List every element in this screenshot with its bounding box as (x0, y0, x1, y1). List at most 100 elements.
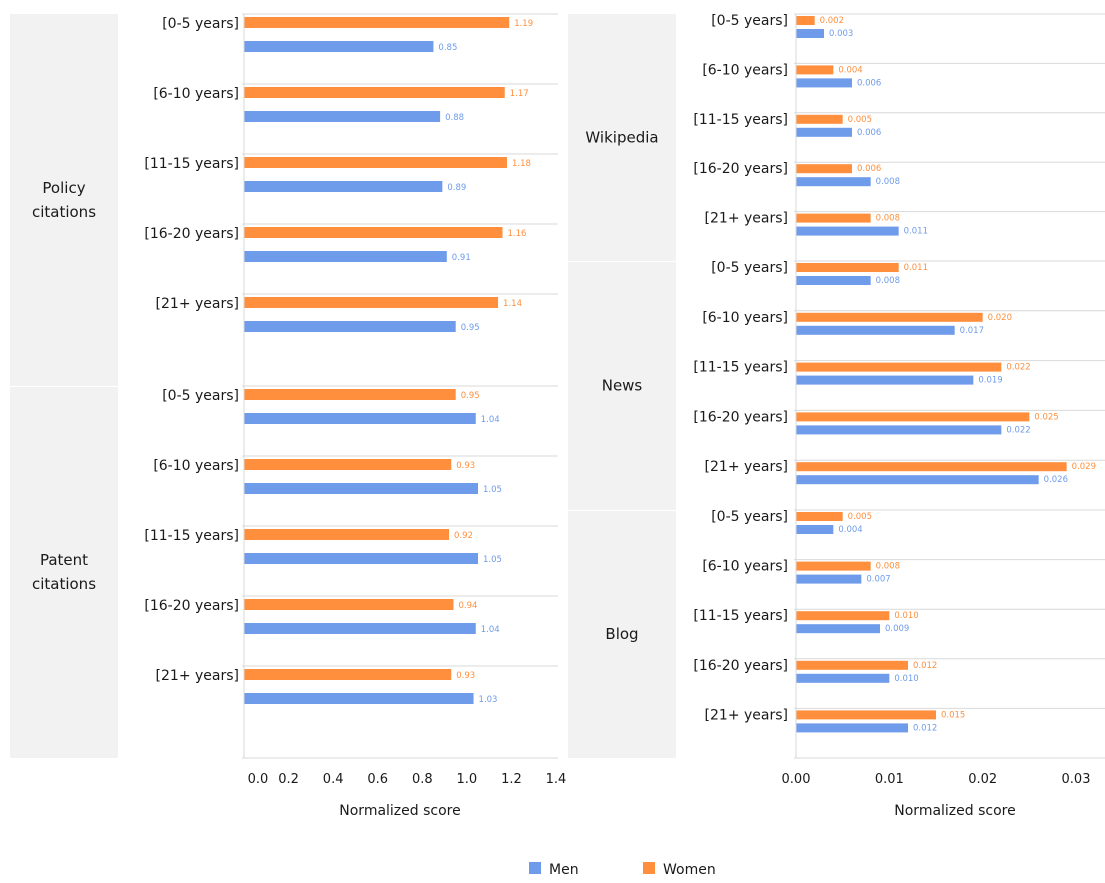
group-panel-wikipedia (568, 14, 676, 261)
value-label-women-news-0-5-years: 0.011 (904, 263, 928, 273)
bar-men-news-21-years (796, 475, 1039, 485)
group-panel-policy-citations (10, 14, 118, 386)
value-label-men-patent-citations-16-20-years: 1.04 (481, 625, 500, 635)
value-label-women-blog-11-15-years: 0.010 (894, 611, 918, 621)
value-label-men-patent-citations-0-5-years: 1.04 (481, 415, 500, 425)
value-label-men-policy-citations-16-20-years: 0.91 (452, 253, 471, 263)
category-label-wikipedia-11-15-years: [11-15 years] (693, 112, 788, 128)
bar-women-news-0-5-years (796, 263, 899, 272)
value-label-women-patent-citations-6-10-years: 0.93 (456, 461, 475, 471)
bar-men-blog-0-5-years (796, 525, 834, 534)
value-label-men-news-0-5-years: 0.008 (876, 276, 900, 286)
legend-swatch-men (529, 862, 541, 874)
bar-men-wikipedia-11-15-years (796, 127, 852, 137)
category-label-wikipedia-21-years: [21+ years] (705, 211, 788, 227)
value-label-men-policy-citations-6-10-years: 0.88 (445, 113, 464, 123)
bar-men-blog-21-years (796, 723, 908, 733)
value-label-women-patent-citations-11-15-years: 0.92 (454, 531, 473, 541)
category-label-policy-citations-21-years: [21+ years] (156, 296, 239, 312)
bar-women-patent-citations-6-10-years (244, 459, 452, 470)
legend-label-women: Women (663, 862, 716, 878)
bar-men-news-0-5-years (796, 276, 871, 285)
bar-women-blog-0-5-years (796, 512, 843, 521)
x-tick-label-0-02: 0.02 (968, 772, 997, 787)
bar-women-policy-citations-16-20-years (244, 227, 503, 238)
x-tick-label-1-4: 1.4 (546, 772, 567, 787)
bar-men-policy-citations-16-20-years (244, 251, 447, 262)
bar-men-policy-citations-21-years (244, 321, 456, 332)
category-label-blog-21-years: [21+ years] (705, 707, 788, 723)
bar-men-blog-11-15-years (796, 624, 880, 634)
value-label-women-news-16-20-years: 0.025 (1034, 412, 1058, 422)
x-tick-label-0-4: 0.4 (323, 772, 344, 787)
category-label-policy-citations-0-5-years: [0-5 years] (162, 16, 239, 32)
category-label-blog-6-10-years: [6-10 years] (702, 559, 788, 575)
category-label-wikipedia-16-20-years: [16-20 years] (693, 161, 788, 177)
value-label-women-wikipedia-11-15-years: 0.005 (848, 115, 872, 125)
value-label-men-blog-21-years: 0.012 (913, 723, 937, 733)
value-label-women-patent-citations-16-20-years: 0.94 (458, 601, 477, 611)
bar-men-policy-citations-6-10-years (244, 111, 441, 122)
bar-women-blog-6-10-years (796, 561, 871, 571)
category-label-news-6-10-years: [6-10 years] (702, 310, 788, 326)
bar-women-blog-11-15-years (796, 611, 890, 621)
bar-men-patent-citations-16-20-years (244, 623, 476, 634)
value-label-women-wikipedia-21-years: 0.008 (876, 214, 900, 224)
group-panel-news (568, 262, 676, 510)
value-label-women-policy-citations-6-10-years: 1.17 (510, 89, 529, 99)
x-tick-label-0-6: 0.6 (367, 772, 388, 787)
bar-women-wikipedia-0-5-years (796, 16, 815, 25)
value-label-men-patent-citations-6-10-years: 1.05 (483, 485, 502, 495)
bar-men-wikipedia-0-5-years (796, 29, 824, 38)
category-label-wikipedia-6-10-years: [6-10 years] (702, 62, 788, 78)
value-label-women-policy-citations-0-5-years: 1.19 (514, 19, 533, 29)
category-label-policy-citations-11-15-years: [11-15 years] (144, 156, 239, 172)
group-label-policy-citations: Policy (42, 179, 85, 197)
category-label-news-21-years: [21+ years] (705, 459, 788, 475)
group-label-policy-citations: citations (32, 203, 96, 221)
value-label-women-wikipedia-16-20-years: 0.006 (857, 164, 881, 174)
group-label-news: News (602, 377, 643, 395)
category-label-policy-citations-16-20-years: [16-20 years] (144, 226, 239, 242)
bar-men-news-11-15-years (796, 375, 974, 385)
value-label-men-news-21-years: 0.026 (1044, 475, 1068, 485)
category-label-patent-citations-21-years: [21+ years] (156, 668, 239, 684)
x-tick-label-1-2: 1.2 (501, 772, 522, 787)
group-label-wikipedia: Wikipedia (585, 129, 658, 147)
bar-men-wikipedia-6-10-years (796, 78, 852, 88)
value-label-men-blog-0-5-years: 0.004 (838, 525, 862, 535)
value-label-men-blog-6-10-years: 0.007 (866, 575, 890, 585)
category-label-patent-citations-16-20-years: [16-20 years] (144, 598, 239, 614)
category-label-news-11-15-years: [11-15 years] (693, 360, 788, 376)
bar-women-wikipedia-11-15-years (796, 114, 843, 124)
value-label-women-wikipedia-0-5-years: 0.002 (820, 16, 844, 26)
bar-men-blog-6-10-years (796, 574, 862, 584)
value-label-men-policy-citations-21-years: 0.95 (461, 323, 480, 333)
value-label-men-patent-citations-21-years: 1.03 (479, 695, 498, 705)
value-label-women-patent-citations-21-years: 0.93 (456, 671, 475, 681)
value-label-women-blog-0-5-years: 0.005 (848, 512, 872, 522)
x-tick-label-0-03: 0.03 (1062, 772, 1091, 787)
value-label-men-patent-citations-11-15-years: 1.05 (483, 555, 502, 565)
bar-women-news-6-10-years (796, 312, 983, 322)
value-label-men-wikipedia-0-5-years: 0.003 (829, 29, 853, 39)
value-label-men-wikipedia-11-15-years: 0.006 (857, 128, 881, 138)
value-label-men-news-6-10-years: 0.017 (960, 326, 984, 336)
bar-women-blog-21-years (796, 710, 936, 720)
value-label-men-blog-16-20-years: 0.010 (894, 674, 918, 684)
category-label-policy-citations-6-10-years: [6-10 years] (153, 86, 239, 102)
x-tick-label-0-0: 0.0 (248, 772, 269, 787)
bar-women-blog-16-20-years (796, 660, 908, 670)
category-label-blog-0-5-years: [0-5 years] (711, 509, 788, 525)
value-label-men-wikipedia-21-years: 0.011 (904, 227, 928, 237)
bar-men-wikipedia-21-years (796, 226, 899, 236)
bar-women-policy-citations-21-years (244, 297, 499, 308)
bar-men-patent-citations-11-15-years (244, 553, 478, 564)
x-tick-label-0-00: 0.00 (782, 772, 811, 787)
value-label-men-wikipedia-16-20-years: 0.008 (876, 177, 900, 187)
x-tick-label-0-2: 0.2 (278, 772, 299, 787)
bar-men-blog-16-20-years (796, 673, 890, 683)
value-label-women-policy-citations-16-20-years: 1.16 (508, 229, 527, 239)
